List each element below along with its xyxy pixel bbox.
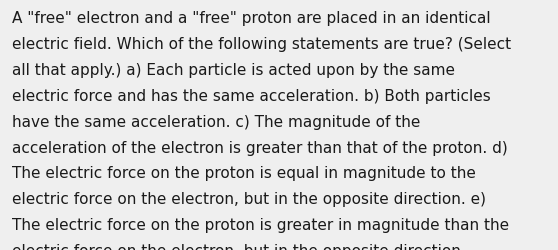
Text: electric force and has the same acceleration. b) Both particles: electric force and has the same accelera…: [12, 88, 491, 104]
Text: have the same acceleration. c) The magnitude of the: have the same acceleration. c) The magni…: [12, 114, 421, 129]
Text: electric force on the electron, but in the opposite direction. e): electric force on the electron, but in t…: [12, 192, 486, 206]
Text: A "free" electron and a "free" proton are placed in an identical: A "free" electron and a "free" proton ar…: [12, 11, 491, 26]
Text: electric force on the electron, but in the opposite direction.: electric force on the electron, but in t…: [12, 243, 466, 250]
Text: The electric force on the proton is equal in magnitude to the: The electric force on the proton is equa…: [12, 166, 476, 181]
Text: acceleration of the electron is greater than that of the proton. d): acceleration of the electron is greater …: [12, 140, 508, 155]
Text: all that apply.) a) Each particle is acted upon by the same: all that apply.) a) Each particle is act…: [12, 63, 455, 78]
Text: electric field. Which of the following statements are true? (Select: electric field. Which of the following s…: [12, 37, 511, 52]
Text: The electric force on the proton is greater in magnitude than the: The electric force on the proton is grea…: [12, 217, 509, 232]
